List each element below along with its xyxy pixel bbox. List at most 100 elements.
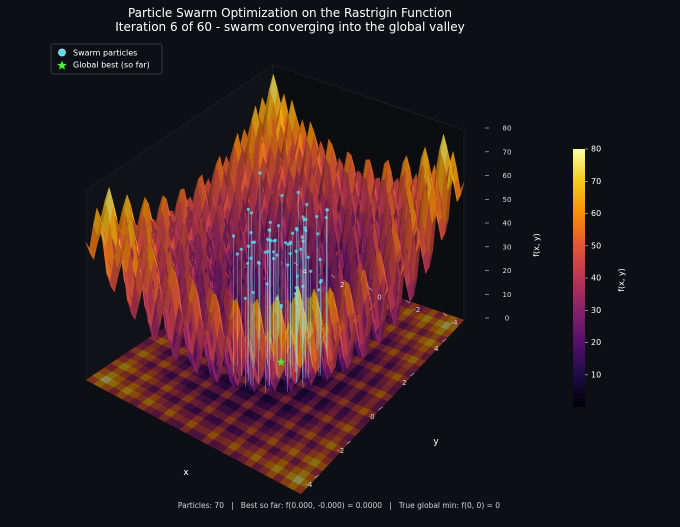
swarm-particle [249, 256, 253, 260]
legend-marker-particles [58, 48, 66, 57]
z-tick-label: 40 [503, 220, 512, 228]
colorbar-tick-label: 40 [591, 274, 601, 283]
swarm-particle [246, 261, 250, 265]
colorbar-tick-label: 30 [591, 306, 601, 315]
status-footer: Particles: 70 | Best so far: f(0.000, -0… [178, 501, 500, 510]
swarm-particle [325, 208, 329, 212]
chart-subtitle: Iteration 6 of 60 - swarm converging int… [115, 20, 465, 34]
swarm-particle [316, 232, 320, 236]
chart-title: Particle Swarm Optimization on the Rastr… [128, 6, 452, 20]
colorbar-tick-label: 60 [591, 209, 601, 218]
swarm-particle [265, 282, 269, 286]
swarm-particle [246, 207, 250, 211]
colorbar-label: f(x, y) [617, 268, 626, 292]
x-tick-mark [314, 474, 320, 479]
swarm-particle [231, 234, 236, 238]
colorbar: 10 20 30 40 50 60 70 80 f(x, y) [573, 145, 626, 407]
swarm-particle [251, 290, 255, 295]
swarm-particle [309, 269, 313, 273]
rastrigin-surface [85, 73, 465, 395]
legend-marker-best [57, 60, 67, 70]
swarm-particle [290, 231, 295, 235]
surface-cell [85, 242, 94, 260]
swarm-particle [267, 228, 271, 232]
z-tick-label: 30 [503, 243, 512, 251]
colorbar-gradient [573, 149, 585, 407]
swarm-particle [305, 202, 309, 206]
z-tick-label: 0 [505, 315, 509, 323]
swarm-particle [304, 217, 308, 221]
x-tick-mark [378, 406, 383, 411]
legend-label-particles: Swarm particles [73, 49, 137, 58]
swarm-particle [235, 252, 239, 256]
swarm-particle [288, 240, 293, 244]
x-tick-label: 2 [402, 379, 406, 387]
x-tick-label: 0 [370, 413, 374, 421]
x-tick-mark [441, 338, 447, 343]
swarm-particle [272, 250, 276, 254]
x-tick-label: -2 [337, 447, 344, 455]
z-axis-label: f(x, y) [532, 233, 541, 257]
legend-box [50, 43, 163, 75]
y-tick-label: 2 [340, 281, 344, 289]
z-tick-label: 20 [503, 267, 512, 275]
swarm-particle [258, 171, 262, 175]
global-best-marker [276, 357, 286, 366]
swarm-particle [299, 247, 303, 251]
z-tick-label: 70 [503, 148, 512, 156]
z-tick-label: 10 [503, 291, 512, 299]
swarm-particle [268, 220, 272, 224]
x-tick-label: 4 [434, 345, 439, 353]
swarm-particle [251, 240, 255, 244]
z-tick-label: 50 [503, 196, 512, 204]
swarm-particle [300, 235, 304, 239]
swarm-particle [293, 292, 297, 296]
swarm-particle [277, 224, 281, 228]
colorbar-tick-label: 50 [591, 241, 601, 250]
swarm-particle [273, 238, 277, 242]
swarm-particle [318, 257, 322, 262]
swarm-particle [296, 190, 300, 194]
y-tick-label: 0 [377, 294, 381, 302]
x-tick-mark [346, 440, 351, 445]
swarm-particles [231, 171, 329, 393]
x-axis-label: x [183, 468, 189, 478]
swarm-particle [272, 256, 276, 261]
swarm-particle [275, 296, 279, 300]
swarm-particle [239, 247, 243, 251]
swarm-particle [243, 296, 247, 300]
swarm-particle [268, 238, 272, 242]
y-tick-mark [331, 274, 336, 279]
y-tick-mark [293, 261, 299, 266]
colorbar-tick-label: 20 [591, 338, 601, 347]
y-tick-label: 4 [303, 268, 308, 276]
swarm-particle [294, 226, 299, 231]
swarm-particle [315, 215, 319, 219]
swarm-particle [275, 253, 279, 257]
z-tick-label: 60 [503, 172, 512, 180]
swarm-particle [263, 250, 268, 254]
swarm-particle [286, 242, 290, 246]
swarm-particle [301, 215, 305, 219]
legend: Swarm particles Global best (so far) [50, 43, 163, 75]
swarm-particle [295, 274, 299, 278]
swarm-particle [279, 305, 283, 309]
y-tick-mark [368, 287, 373, 291]
swarm-particle [283, 241, 288, 245]
swarm-particle [249, 211, 253, 215]
colorbar-tick-label: 10 [591, 370, 601, 379]
y-tick-label: -2 [413, 306, 420, 314]
swarm-particle [303, 226, 307, 230]
x-tick-label: -4 [305, 481, 313, 489]
legend-label-best: Global best (so far) [73, 61, 150, 70]
y-tick-label: -4 [451, 319, 459, 327]
colorbar-ticks: 10 20 30 40 50 60 70 80 [585, 145, 601, 379]
colorbar-tick-label: 80 [591, 145, 601, 154]
swarm-particle [257, 261, 261, 265]
swarm-particle [306, 255, 310, 259]
z-tick-label: 80 [503, 125, 512, 133]
swarm-particle [324, 215, 328, 220]
